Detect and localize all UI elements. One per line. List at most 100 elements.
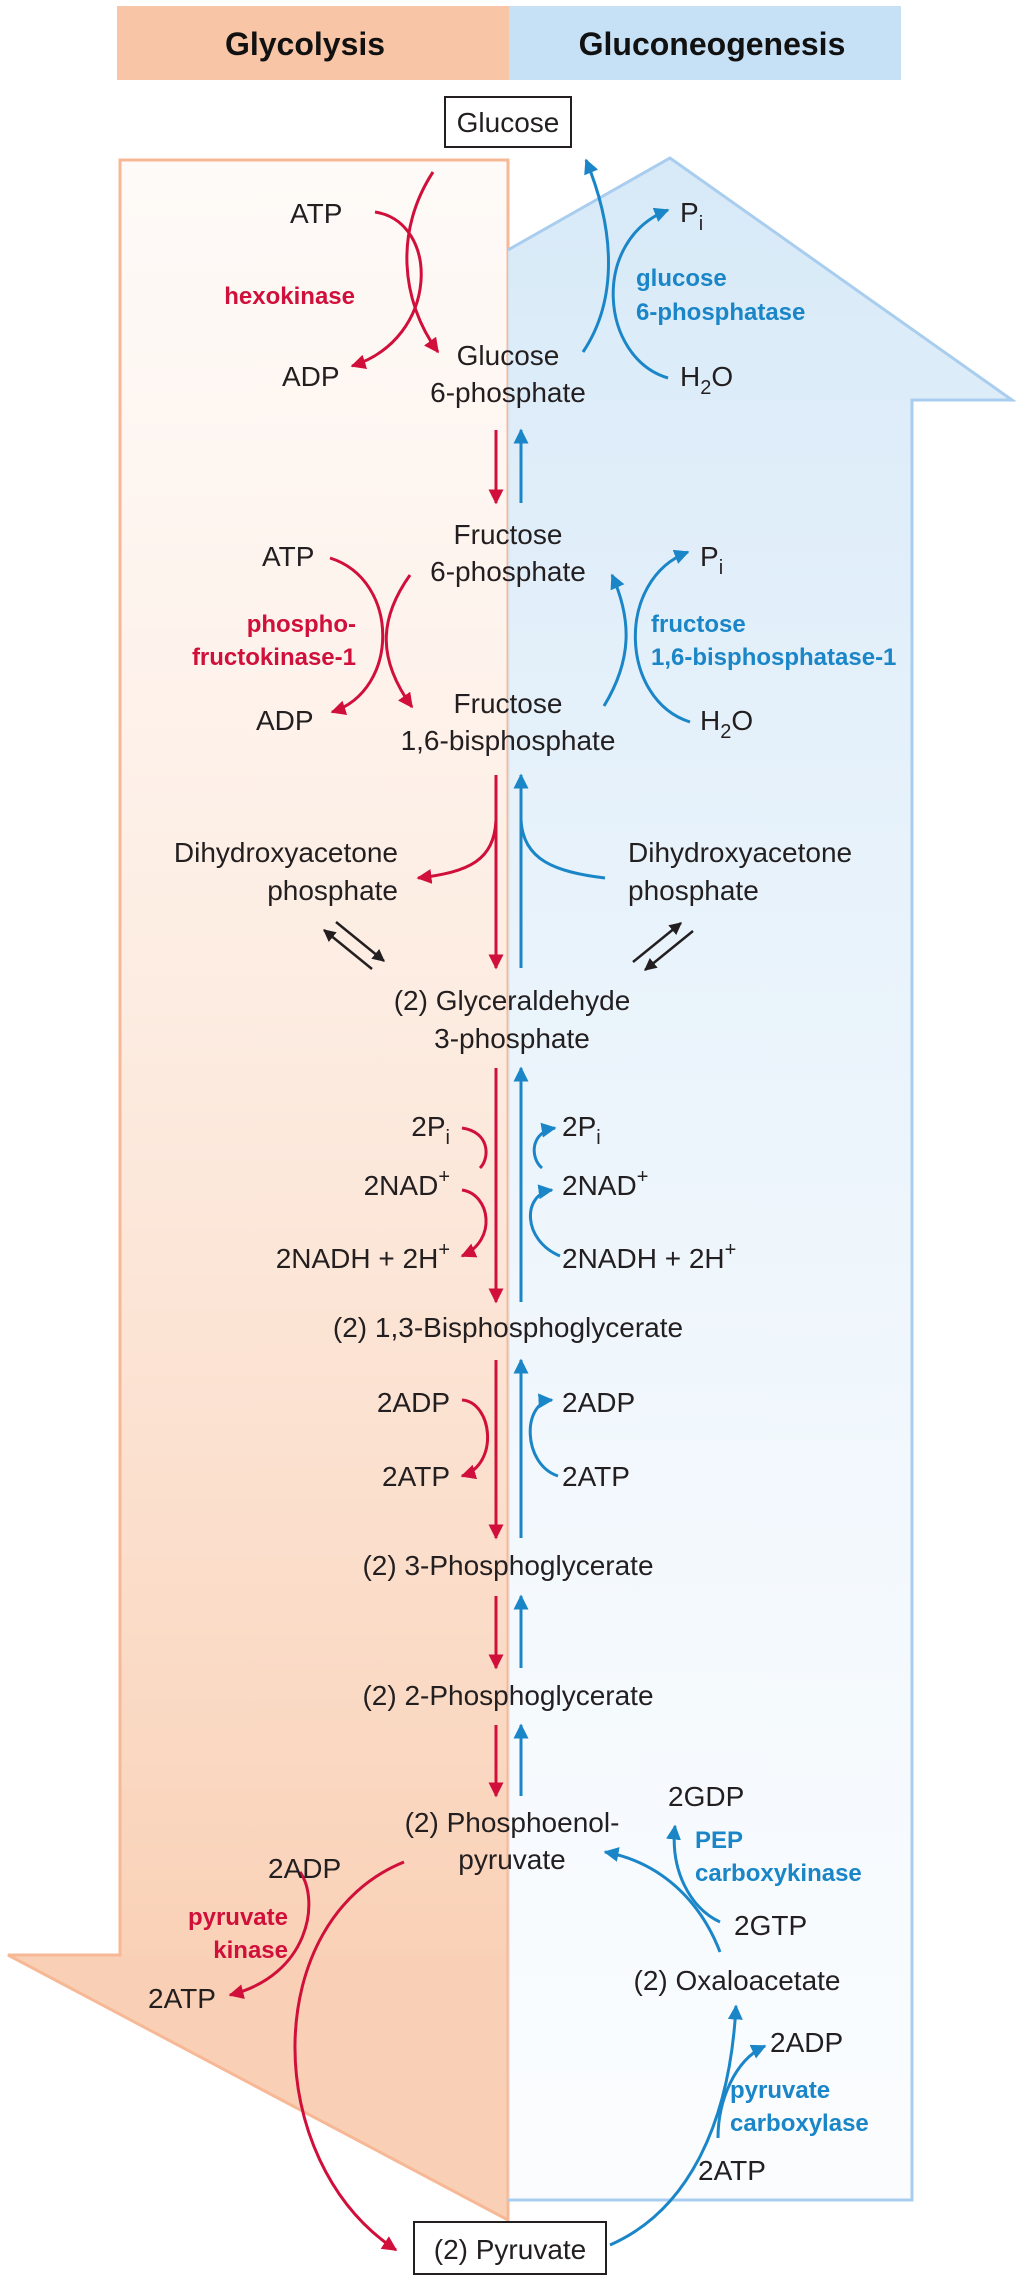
glucose-6-phosphate-label: Glucose 6-phosphate	[430, 340, 586, 408]
pyruvate-carboxylase-label-line1: pyruvate	[730, 2077, 830, 2104]
pyruvate-label: (2) Pyruvate	[434, 2234, 587, 2265]
pk-2adp-label: 2ADP	[268, 1853, 341, 1884]
h2o-label-2: H2O	[700, 705, 753, 743]
oxaloacetate-label: (2) Oxaloacetate	[634, 1965, 841, 1996]
right-2pi-output-arrow	[532, 1122, 557, 1170]
dhap-left-label: Dihydroxyacetone phosphate	[174, 837, 398, 906]
right-atp-hydrolysis-arrow	[528, 1393, 559, 1478]
pk-2atp-label: 2ATP	[148, 1983, 216, 2014]
svg-text:phosphate: phosphate	[267, 875, 398, 906]
h2o-label-1: H2O	[680, 361, 733, 399]
fructose-6-phosphate-label: Fructose 6-phosphate	[430, 519, 586, 587]
svg-text:Fructose: Fructose	[454, 688, 563, 719]
gtp-label: 2GTP	[734, 1910, 807, 1941]
left-2pi-input-arrow	[461, 1126, 488, 1170]
right-nadh-label: 2NADH + 2H+	[562, 1239, 736, 1274]
pep-carboxykinase-main-arrow	[603, 1847, 722, 1953]
svg-text:1,6-bisphosphate: 1,6-bisphosphate	[401, 725, 616, 756]
pc-2adp-label: 2ADP	[770, 2027, 843, 2058]
left-2adp-label: 2ADP	[377, 1387, 450, 1418]
svg-text:6-phosphate: 6-phosphate	[430, 377, 586, 408]
gluconeogenesis-title: Gluconeogenesis	[579, 26, 846, 62]
dhap-merge-line	[519, 819, 606, 880]
right-2adp-label: 2ADP	[562, 1387, 635, 1418]
phosphoenolpyruvate-label: (2) Phosphoenol- pyruvate	[405, 1807, 620, 1875]
pyruvate-carboxylase-main-arrow	[609, 2004, 743, 2247]
glycolysis-title: Glycolysis	[225, 26, 385, 62]
right-equilibrium-arrows	[632, 922, 694, 971]
adp-label-2: ADP	[256, 705, 314, 736]
pfk1-main-arrow	[384, 574, 414, 709]
left-2pi-label: 2Pi	[411, 1111, 450, 1149]
aldolase-dhap-branch-arrow	[416, 819, 498, 884]
pep-carboxykinase-label-line1: PEP	[695, 1827, 743, 1854]
svg-text:6-phosphate: 6-phosphate	[430, 556, 586, 587]
3-phosphoglycerate-label: (2) 3-Phosphoglycerate	[362, 1550, 653, 1581]
fbpase1-cofactor-arrow	[633, 549, 691, 724]
gluconeogenesis-header-bar	[509, 6, 901, 80]
glyceraldehyde-3-phosphate-label: (2) Glyceraldehyde 3-phosphate	[394, 985, 631, 1054]
svg-text:(2) Glyceraldehyde: (2) Glyceraldehyde	[394, 985, 631, 1016]
right-2pi-label: 2Pi	[562, 1111, 601, 1149]
svg-text:Fructose: Fructose	[454, 519, 563, 550]
hexokinase-label: hexokinase	[224, 283, 355, 310]
glucose-box	[444, 96, 572, 148]
svg-text:phosphate: phosphate	[628, 875, 759, 906]
hexokinase-cofactor-arrow	[350, 210, 423, 370]
fbpase1-main-arrow	[602, 573, 628, 707]
bisphosphoglycerate-label: (2) 1,3-Bisphosphoglycerate	[333, 1312, 683, 1343]
pyruvate-kinase-label-line2: kinase	[213, 1937, 288, 1964]
svg-text:(2) Phosphoenol-: (2) Phosphoenol-	[405, 1807, 620, 1838]
fructose-1-6-bisphosphate-label: Fructose 1,6-bisphosphate	[401, 688, 616, 756]
dhap-right-label: Dihydroxyacetone phosphate	[628, 837, 852, 906]
glycolysis-arrow-body-fill	[120, 160, 508, 1955]
left-nad-label: 2NAD+	[364, 1166, 450, 1201]
pep-carboxykinase-label-line2: carboxykinase	[695, 1860, 862, 1887]
fbpase1-label-line2: 1,6-bisphosphatase-1	[651, 644, 896, 671]
left-nadh-label: 2NADH + 2H+	[276, 1239, 450, 1274]
pc-2atp-label: 2ATP	[698, 2155, 766, 2186]
glucose-6-phosphatase-cofactor-arrow	[611, 207, 670, 380]
glucose-6-phosphatase-label-line2: 6-phosphatase	[636, 299, 805, 326]
pyruvate-carboxylase-label-line2: carboxylase	[730, 2110, 869, 2137]
glucose-label: Glucose	[457, 107, 560, 138]
atp-label-2: ATP	[262, 541, 314, 572]
pi-label-2: Pi	[700, 541, 723, 579]
svg-text:Dihydroxyacetone: Dihydroxyacetone	[174, 837, 398, 868]
gluconeogenesis-arrow-fill	[508, 158, 1012, 2200]
gluconeogenesis-big-arrow	[507, 156, 1016, 2202]
gdp-label: 2GDP	[668, 1781, 744, 1812]
svg-text:Dihydroxyacetone: Dihydroxyacetone	[628, 837, 852, 868]
glycolysis-header-bar	[117, 6, 509, 80]
svg-text:Glucose: Glucose	[457, 340, 560, 371]
atp-label-1: ATP	[290, 198, 342, 229]
right-nad-label: 2NAD+	[562, 1166, 648, 1201]
left-2atp-label: 2ATP	[382, 1461, 450, 1492]
adp-label-1: ADP	[282, 361, 340, 392]
pfk1-label-line1: phospho-	[247, 611, 356, 638]
right-2atp-label: 2ATP	[562, 1461, 630, 1492]
glucose-6-phosphatase-label-line1: glucose	[636, 265, 727, 292]
pyruvate-box	[413, 2221, 607, 2275]
pyruvate-kinase-cofactor-arrow	[228, 1871, 311, 1999]
left-equilibrium-arrows	[323, 921, 385, 970]
pyruvate-kinase-main-arrow	[293, 1860, 405, 2252]
pfk1-label-line2: fructokinase-1	[192, 644, 356, 671]
hexokinase-main-arrow	[405, 171, 440, 354]
right-nadh-oxidation-arrow	[528, 1184, 561, 1258]
glucose-6-phosphatase-main-arrow	[581, 158, 610, 353]
pi-label-1: Pi	[680, 197, 703, 235]
2-phosphoglycerate-label: (2) 2-Phosphoglycerate	[362, 1680, 653, 1711]
left-adp-phosphorylation-arrow	[460, 1398, 489, 1480]
pyruvate-kinase-label-line1: pyruvate	[188, 1904, 288, 1931]
pep-carboxykinase-cofactor-arrow	[666, 1824, 721, 1924]
left-nad-reduction-arrow	[460, 1188, 488, 1258]
glycolysis-big-arrow	[7, 158, 510, 2223]
pfk1-cofactor-arrow	[329, 556, 385, 715]
pyruvate-carboxylase-cofactor-arrow	[716, 2044, 767, 2139]
svg-text:3-phosphate: 3-phosphate	[434, 1023, 590, 1054]
svg-text:pyruvate: pyruvate	[458, 1844, 565, 1875]
fbpase1-label-line1: fructose	[651, 611, 746, 638]
